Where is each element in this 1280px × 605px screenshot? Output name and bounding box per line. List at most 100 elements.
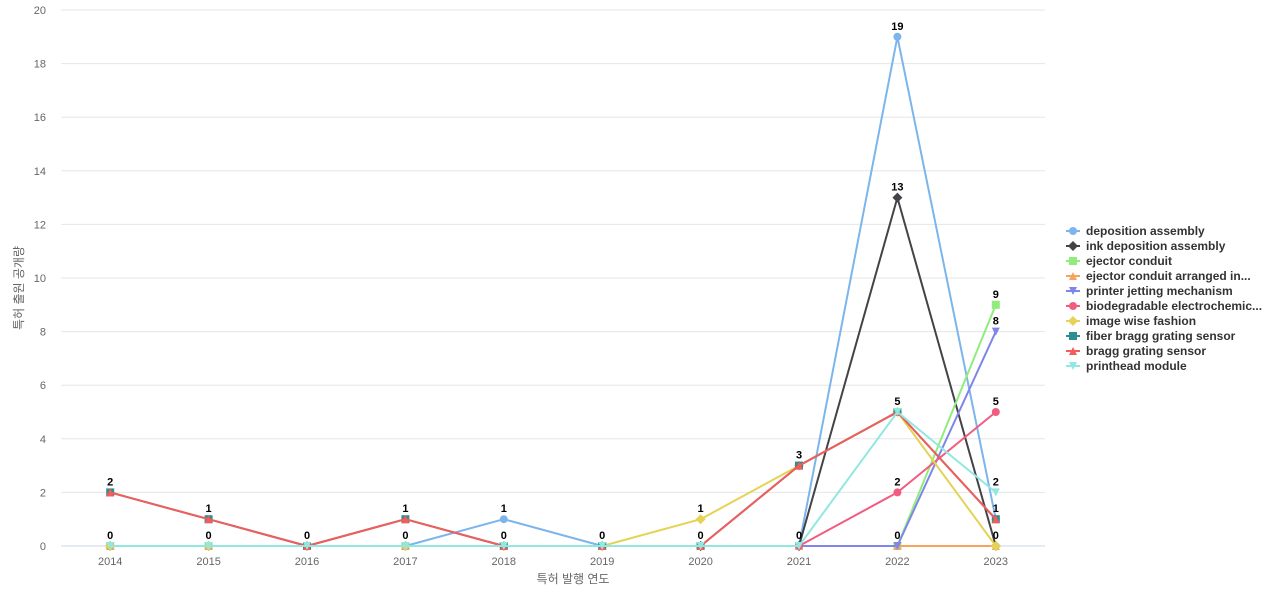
marker-triangle-down: [1069, 362, 1077, 370]
marker-square: [991, 300, 1000, 309]
data-label: 19: [891, 21, 903, 33]
x-tick-label: 2020: [688, 556, 712, 568]
marker-triangle-down: [204, 542, 213, 550]
series-group: [106, 408, 1000, 550]
data-label: 2: [894, 476, 900, 488]
marker-circle: [1069, 227, 1077, 235]
marker-circle: [991, 408, 1000, 416]
marker-triangle-down: [106, 542, 115, 550]
marker-triangle-down: [991, 488, 1000, 497]
data-label: 1: [501, 503, 507, 515]
marker-triangle-down: [893, 408, 902, 416]
data-label: 8: [993, 316, 999, 328]
marker-triangle-down: [1069, 287, 1077, 295]
y-tick-label: 16: [34, 112, 46, 124]
x-tick-label: 2015: [196, 556, 220, 568]
legend-label: printer jetting mechanism: [1086, 284, 1233, 298]
legend-item: ink deposition assembly: [1066, 239, 1226, 253]
x-axis-title: 특허 발행 연도: [537, 571, 610, 586]
marker-triangle-down: [893, 542, 902, 550]
series-line: [109, 411, 997, 547]
marker-triangle: [106, 488, 115, 497]
data-label: 5: [894, 396, 900, 408]
marker-triangle-down: [598, 542, 607, 550]
marker-triangle: [204, 515, 213, 524]
marker-triangle: [991, 515, 1000, 524]
legend-label: deposition assembly: [1086, 224, 1205, 238]
y-tick-label: 0: [40, 541, 46, 553]
data-label: 0: [894, 530, 900, 542]
y-tick-label: 20: [34, 5, 46, 17]
marker-triangle: [1069, 272, 1077, 280]
legend-item: biodegradable electrochemic...: [1066, 299, 1262, 313]
legend-label: ejector conduit: [1086, 254, 1172, 268]
x-tick-label: 2016: [295, 556, 319, 568]
legend-item: deposition assembly: [1066, 224, 1205, 238]
data-label: 0: [796, 530, 802, 542]
marker-triangle-down: [499, 542, 508, 550]
x-tick-label: 2014: [98, 556, 122, 568]
data-label: 0: [599, 530, 605, 542]
legend-label: bragg grating sensor: [1086, 344, 1206, 358]
axes: 특허 발행 연도 특허 출원 공개량 2014 2015 2016 2017 2018 2…: [12, 246, 1008, 586]
data-label: 1: [698, 503, 704, 515]
marker-diamond: [1068, 316, 1078, 326]
data-label: 1: [402, 503, 408, 515]
marker-triangle-down: [991, 327, 1000, 336]
x-tick-label: 2019: [590, 556, 614, 568]
data-label: 0: [402, 530, 408, 542]
x-tick-label: 2017: [393, 556, 417, 568]
y-tick-label: 4: [40, 434, 46, 446]
marker-diamond: [695, 514, 706, 525]
legend-item: bragg grating sensor: [1066, 344, 1206, 358]
legend-item: ejector conduit: [1066, 254, 1172, 268]
series-group: [105, 192, 1001, 551]
series-line: [109, 411, 997, 547]
legend-item: ejector conduit arranged in...: [1066, 269, 1251, 283]
y-tick-label: 8: [40, 327, 46, 339]
legend-item: printer jetting mechanism: [1066, 284, 1233, 298]
data-label: 0: [107, 530, 113, 542]
data-labels: 2 0 1 0 0 1 0 1 0 0 1 0 3 0 19 13 5 2 0 9 8 5 2 1 0: [107, 21, 999, 542]
marker-triangle-down: [401, 542, 410, 550]
legend-label: image wise fashion: [1086, 314, 1196, 328]
marker-triangle: [795, 461, 803, 470]
legend-item: image wise fashion: [1066, 314, 1196, 328]
data-label: 0: [993, 530, 999, 542]
x-tick-label: 2023: [984, 556, 1008, 568]
x-tick-label: 2021: [787, 556, 811, 568]
marker-square: [1069, 257, 1077, 265]
y-tick-label: 6: [40, 380, 46, 392]
series-line: [109, 411, 997, 547]
marker-triangle-down: [303, 542, 311, 550]
data-label: 1: [993, 503, 999, 515]
data-label: 2: [107, 476, 113, 488]
x-tick-label: 2022: [885, 556, 909, 568]
y-tick-label: 2: [40, 487, 46, 499]
data-label: 1: [206, 503, 212, 515]
marker-circle: [499, 515, 508, 524]
marker-circle: [893, 32, 902, 41]
data-label: 0: [501, 530, 507, 542]
legend-label: ink deposition assembly: [1086, 239, 1226, 253]
data-label: 0: [698, 530, 704, 542]
y-axis-title: 특허 출원 공개량: [12, 246, 26, 330]
legend-label: printhead module: [1086, 359, 1187, 373]
legend-item: printhead module: [1066, 359, 1187, 373]
series-line: [109, 411, 997, 547]
series-group: [106, 32, 1000, 550]
marker-diamond: [990, 541, 1001, 551]
series-line: [109, 411, 997, 547]
series-lines: [105, 32, 1001, 551]
marker-triangle: [1069, 347, 1077, 355]
legend-item: fiber bragg grating sensor: [1066, 329, 1236, 343]
y-tick-label: 12: [34, 219, 46, 231]
y-tick-label: 10: [34, 273, 46, 285]
series-group: [106, 300, 1000, 550]
data-label: 9: [993, 289, 999, 301]
data-label: 2: [993, 476, 999, 488]
